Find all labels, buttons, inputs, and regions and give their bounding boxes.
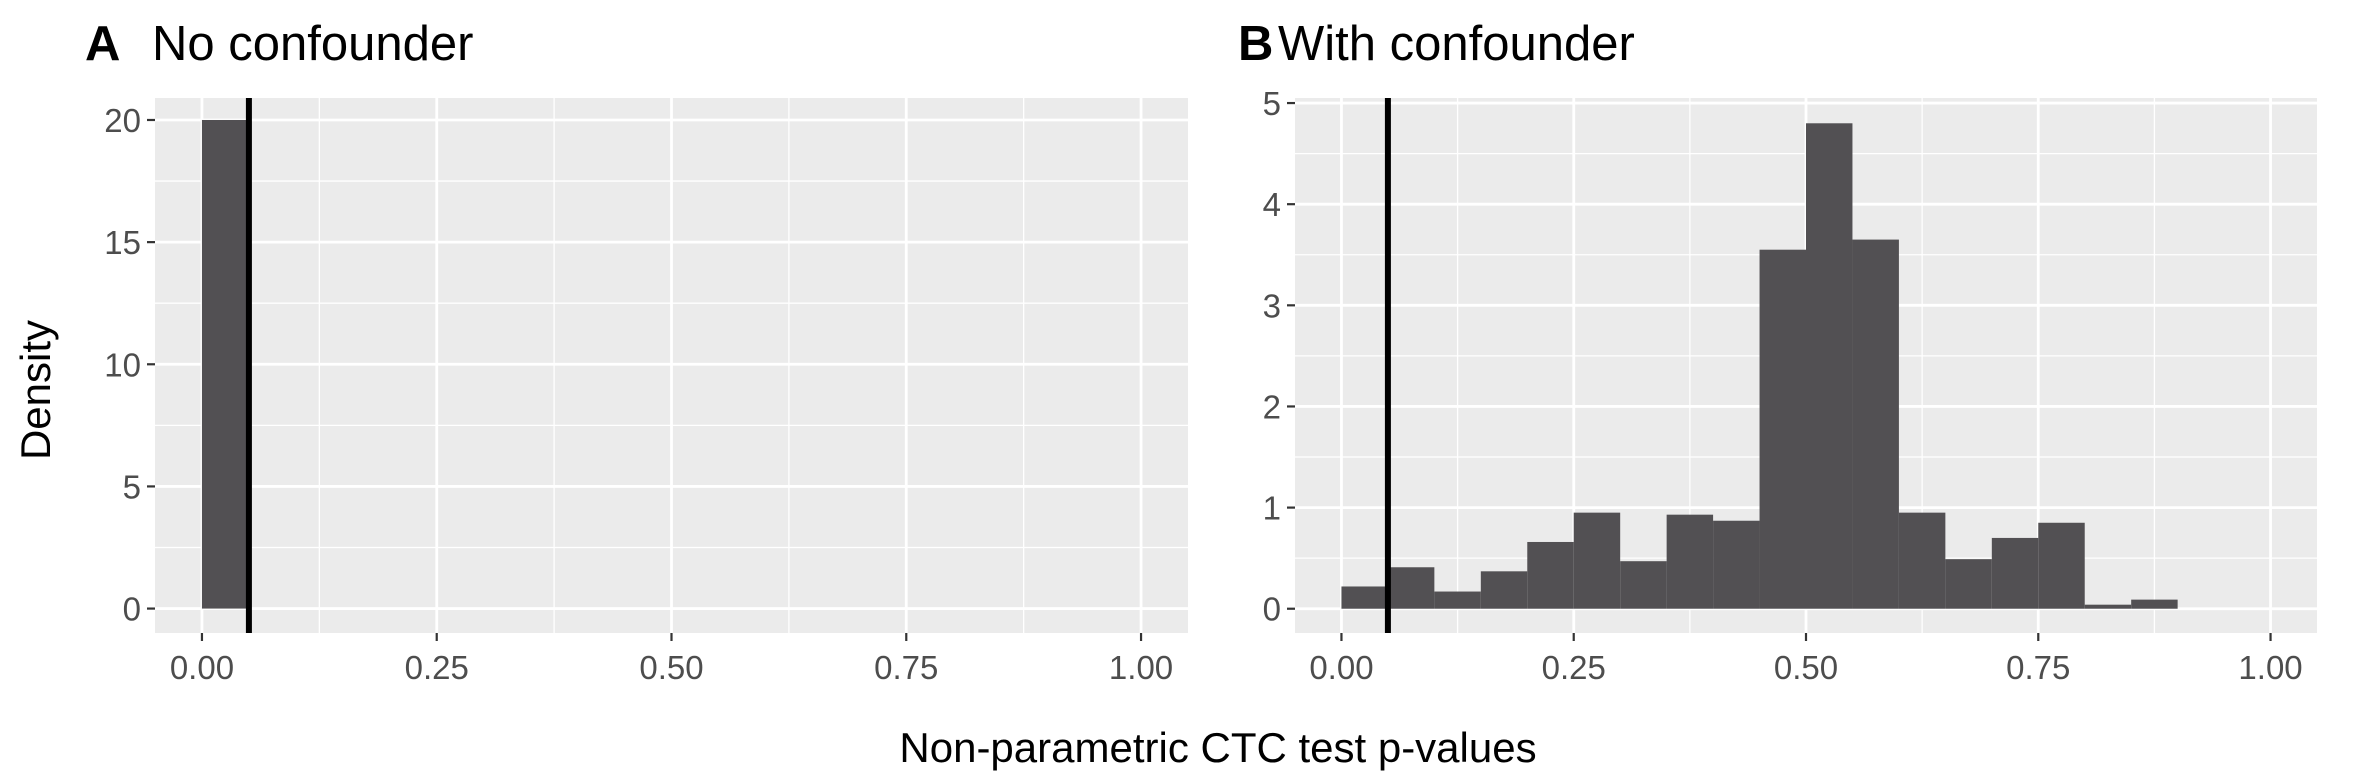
panel-b-x-tick-label: 0.00 <box>1309 649 1373 686</box>
panel-b-histogram-bar <box>1573 512 1621 609</box>
panel-b-y-tick-label: 1 <box>1263 490 1281 527</box>
panel-b-histogram-bar <box>1527 541 1574 609</box>
panel-b-x-axis: 0.00 0.25 0.50 0.75 1.00 <box>1309 633 2303 686</box>
panel-a-y-tick-label: 20 <box>104 102 141 139</box>
panel-b-y-tick-label: 4 <box>1263 186 1281 223</box>
panel-a-x-tick-label: 0.50 <box>639 649 703 686</box>
panel-b-bars <box>1341 123 2178 609</box>
panel-b-histogram-bar <box>1898 512 1946 609</box>
panel-a-tag: A <box>85 17 120 71</box>
panel-a-histogram-bar <box>201 119 249 609</box>
panel-b-histogram-bar <box>1666 514 1714 609</box>
panel-a-title: No confounder <box>152 17 473 71</box>
panel-a-x-tick-label: 0.00 <box>170 649 234 686</box>
panel-b-histogram-bar <box>1759 249 1806 609</box>
panel-b-histogram-bar <box>1341 586 1388 609</box>
panel-b-x-tick-label: 0.75 <box>2006 649 2070 686</box>
panel-b-y-tick-label: 2 <box>1263 388 1281 425</box>
panel-a-y-tick-label: 0 <box>123 591 141 628</box>
panel-b-histogram-bar <box>1620 561 1667 609</box>
panel-b-y-tick-label: 0 <box>1263 591 1281 628</box>
panel-b-x-tick-label: 0.25 <box>1542 649 1606 686</box>
panel-b-y-tick-label: 5 <box>1263 85 1281 122</box>
panel-a-x-tick-label: 0.75 <box>874 649 938 686</box>
x-axis-title: Non-parametric CTC test p-values <box>899 724 1536 771</box>
y-axis-title: Density <box>12 320 59 460</box>
panel-b-histogram-bar <box>2038 522 2085 609</box>
panel-b-histogram-bar <box>1713 520 1760 609</box>
panel-a-x-tick-label: 1.00 <box>1109 649 1173 686</box>
panel-a-x-tick-label: 0.25 <box>405 649 469 686</box>
panel-b-y-axis: 0 1 2 3 4 5 <box>1263 85 1295 628</box>
panel-a-y-tick-label: 15 <box>104 224 141 261</box>
panel-b-histogram-bar <box>2084 604 2132 609</box>
panel-a-y-tick-label: 5 <box>123 468 141 505</box>
panel-b-histogram-bar <box>1991 537 2039 609</box>
panel-a-y-axis: 0 5 10 15 20 <box>104 102 155 628</box>
panel-b-histogram-bar <box>1806 123 1853 609</box>
panel-b-y-tick-label: 3 <box>1263 287 1281 324</box>
panel-a-bars <box>201 119 249 609</box>
panel-b-x-tick-label: 1.00 <box>2238 649 2302 686</box>
panel-a-y-tick-label: 10 <box>104 346 141 383</box>
panel-b-histogram-bar <box>1852 239 1899 609</box>
panel-b-title: With confounder <box>1278 17 1635 71</box>
panel-b-histogram-bar <box>1387 567 1435 609</box>
panel-b-tag: B <box>1238 17 1273 71</box>
panel-b-x-tick-label: 0.50 <box>1774 649 1838 686</box>
panel-a-x-axis: 0.00 0.25 0.50 0.75 1.00 <box>170 633 1173 686</box>
panel-b-histogram-bar <box>2131 599 2178 609</box>
panel-b-histogram-bar <box>1434 591 1481 609</box>
panel-b-histogram-bar <box>1945 559 1992 609</box>
panel-b-histogram-bar <box>1480 571 1528 609</box>
panel-a: A No confounder 0 5 10 15 20 0.00 0.25 0.50 0.7… <box>12 17 1188 686</box>
panel-b: B With confounder 0 1 2 3 4 5 0.00 0.25 0.50 0.7… <box>1238 17 2317 686</box>
